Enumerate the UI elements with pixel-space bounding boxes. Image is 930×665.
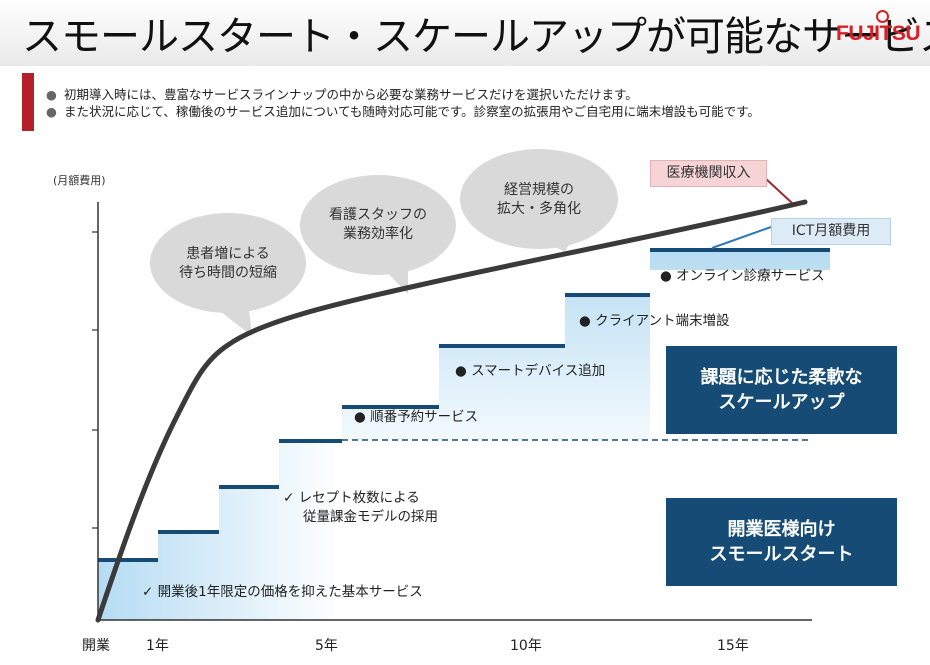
box-line: 課題に応じた柔軟な bbox=[700, 367, 863, 388]
x-tick-label: 15年 bbox=[717, 638, 749, 654]
bullet-text: 初期導入時には、豊富なサービスラインナップの中から必要な業務サービスだけを選択い… bbox=[64, 87, 638, 102]
box-line: 開業医様向け bbox=[727, 519, 836, 540]
ict-leader-line bbox=[711, 226, 772, 249]
ict-cost-callout: ICT月額費用 bbox=[771, 218, 891, 245]
base-step-area bbox=[98, 441, 342, 620]
y-axis-ticks bbox=[92, 231, 98, 529]
bubble-line: 拡大・多角化 bbox=[497, 201, 581, 217]
step-label-online: ● オンライン診療サービス bbox=[660, 268, 825, 284]
step-label-receipt: ✓ レセプト枚数による 従量課金モデルの採用 bbox=[283, 489, 438, 527]
bullet-item: ● 初期導入時には、豊富なサービスラインナップの中から必要な業務サービスだけを選択… bbox=[46, 86, 760, 103]
bullet-text: また状況に応じて、稼働後のサービス追加についても随時対応可能です。診察室の拡張用… bbox=[64, 104, 760, 119]
bubble-nursing-text: 看護スタッフの 業務効率化 bbox=[325, 206, 431, 244]
bubble-patients-text: 患者増による 待ち時間の短縮 bbox=[175, 245, 281, 283]
revenue-callout: 医療機関収入 bbox=[650, 160, 767, 187]
step-label-reservation: ● 順番予約サービス bbox=[354, 409, 479, 425]
x-tick-label: 1年 bbox=[146, 638, 169, 654]
step-label-base: ✓ 開業後1年限定の価格を抑えた基本サービス bbox=[142, 584, 423, 600]
revenue-leader-line bbox=[764, 177, 793, 204]
bubble-management bbox=[460, 149, 618, 252]
bullet-item: ● また状況に応じて、稼働後のサービス追加についても随時対応可能です。診察室の拡張… bbox=[46, 103, 760, 120]
bubble-line: 待ち時間の短縮 bbox=[179, 265, 277, 281]
fujitsu-logo: FUJITSU bbox=[836, 22, 921, 45]
bullet-dot-icon: ● bbox=[46, 87, 57, 102]
bubble-nursing bbox=[300, 175, 456, 294]
step-label-line: 従量課金モデルの採用 bbox=[303, 509, 438, 525]
x-tick-label: 開業 bbox=[82, 638, 110, 654]
page-title: スモールスタート・スケールアップが可能なサービス bbox=[22, 14, 930, 60]
bubble-line: 経営規模の bbox=[504, 182, 574, 198]
title-bar bbox=[0, 0, 930, 66]
bubble-line: 業務効率化 bbox=[343, 226, 413, 242]
ict-cost-staircase bbox=[98, 248, 830, 562]
bullet-dot-icon: ● bbox=[46, 104, 57, 119]
x-tick-label: 5年 bbox=[315, 638, 338, 654]
bubble-patients bbox=[150, 213, 306, 336]
step-label-smart-device: ● スマートデバイス追加 bbox=[455, 363, 606, 379]
scaleup-box: 課題に応じた柔軟な スケールアップ bbox=[666, 346, 897, 434]
bubble-management-text: 経営規模の 拡大・多角化 bbox=[486, 181, 592, 219]
revenue-curve bbox=[95, 199, 808, 623]
step-label-line: ✓ レセプト枚数による bbox=[283, 490, 420, 506]
logo-mark-icon bbox=[876, 10, 889, 23]
y-axis-label: (月額費用) bbox=[53, 174, 106, 187]
smallstart-box: 開業医様向け スモールスタート bbox=[666, 498, 897, 586]
bullet-list: ● 初期導入時には、豊富なサービスラインナップの中から必要な業務サービスだけを選択… bbox=[46, 86, 760, 120]
box-line: スケールアップ bbox=[718, 392, 845, 413]
step-label-client: ● クライアント端末増設 bbox=[579, 313, 730, 329]
accent-bar bbox=[22, 73, 34, 131]
upper-step-area bbox=[342, 250, 830, 440]
x-tick-label: 10年 bbox=[510, 638, 542, 654]
bubble-line: 看護スタッフの bbox=[329, 207, 427, 223]
bubble-line: 患者増による bbox=[186, 246, 270, 262]
box-line: スモールスタート bbox=[709, 544, 854, 565]
